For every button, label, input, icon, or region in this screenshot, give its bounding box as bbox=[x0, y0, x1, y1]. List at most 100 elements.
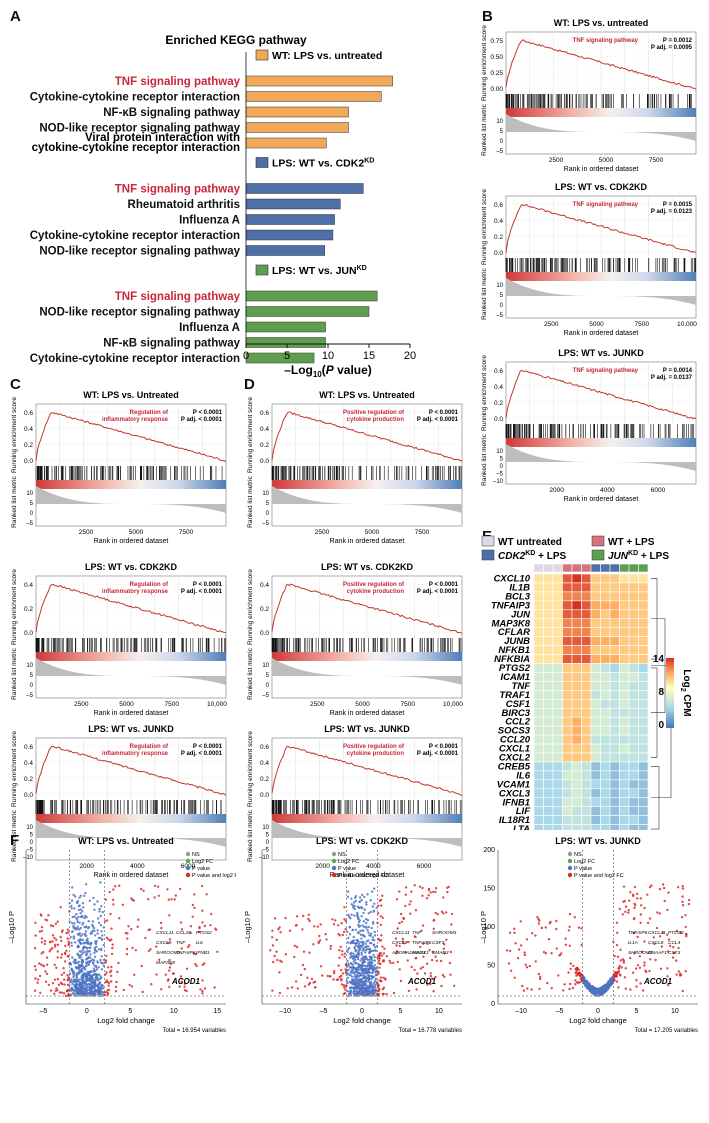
volcano-point bbox=[59, 935, 62, 939]
volcano-point bbox=[368, 941, 372, 945]
volcano-point bbox=[612, 940, 615, 943]
heatmap-cell bbox=[552, 654, 563, 664]
volcano-point bbox=[375, 967, 378, 970]
volcano-point bbox=[114, 990, 118, 993]
heatmap-cell bbox=[552, 725, 563, 736]
heatmap-cell bbox=[533, 815, 544, 825]
heatmap-cell bbox=[628, 806, 639, 816]
heatmap-cell bbox=[571, 618, 582, 628]
legend-dot bbox=[185, 865, 191, 871]
legend-label: Log2 FC bbox=[338, 859, 359, 865]
bar bbox=[245, 91, 382, 102]
pathway-label: Regulation of bbox=[130, 744, 169, 750]
volcano-point bbox=[436, 913, 439, 916]
volcano-point bbox=[365, 903, 368, 906]
heatmap-cell bbox=[590, 788, 601, 799]
volcano-point bbox=[346, 895, 350, 899]
pathway-label: TNF signaling pathway bbox=[573, 38, 639, 44]
volcano-point bbox=[358, 989, 362, 992]
pathway-label: Positive regulation of bbox=[343, 410, 405, 416]
volcano-point bbox=[92, 967, 96, 970]
volcano-point bbox=[365, 901, 368, 904]
volcano-point bbox=[147, 949, 151, 953]
metric-tick-label: 5 bbox=[266, 501, 270, 507]
heatmap-cell bbox=[619, 725, 630, 736]
volcano-point bbox=[568, 982, 572, 986]
volcano-point bbox=[354, 896, 357, 900]
volcano-point bbox=[36, 981, 39, 984]
volcano-point bbox=[72, 937, 76, 940]
volcano-point bbox=[374, 974, 378, 977]
heatmap-cell bbox=[533, 600, 544, 611]
volcano-point bbox=[194, 962, 197, 966]
pathway-label: Positive regulation of bbox=[343, 744, 405, 750]
volcano-point bbox=[658, 935, 662, 938]
volcano-point bbox=[107, 988, 111, 992]
heatmap-cell bbox=[552, 716, 563, 727]
gsea-plot-b1: WT: LPS vs. untreated0.750.500.250.00TNF… bbox=[481, 18, 697, 173]
volcano-point bbox=[307, 983, 311, 986]
volcano-point bbox=[168, 969, 171, 972]
volcano-point bbox=[84, 976, 88, 979]
volcano-point bbox=[84, 933, 87, 937]
gene-label: CXCL1 bbox=[499, 744, 530, 755]
volcano-point bbox=[382, 952, 386, 955]
volcano-point bbox=[131, 946, 134, 950]
volcano-point bbox=[170, 898, 173, 901]
volcano-point bbox=[107, 938, 110, 941]
volcano-point bbox=[661, 931, 664, 934]
heatmap-cell bbox=[543, 654, 554, 664]
volcano-point bbox=[121, 903, 125, 906]
legend-dot bbox=[567, 872, 573, 878]
volcano-point bbox=[549, 920, 552, 924]
metric-tick-label: 10 bbox=[496, 119, 503, 125]
volcano-point bbox=[99, 914, 103, 918]
volcano-point bbox=[567, 971, 570, 974]
volcano-point bbox=[381, 894, 384, 897]
volcano-point bbox=[95, 940, 98, 943]
metric-tick-label: 5 bbox=[30, 501, 34, 507]
volcano-point bbox=[615, 943, 619, 947]
heatmap-cell bbox=[562, 645, 573, 655]
volcano-point bbox=[369, 964, 372, 967]
volcano-point bbox=[102, 926, 106, 929]
volcano-point bbox=[64, 994, 68, 997]
volcano-point bbox=[425, 897, 429, 900]
volcano-point bbox=[666, 967, 669, 970]
p-value: P < 0.0001 bbox=[193, 410, 223, 416]
heatmap-cell bbox=[543, 743, 554, 754]
volcano-point bbox=[365, 940, 368, 943]
volcano-point bbox=[513, 927, 516, 930]
volcano-point bbox=[588, 982, 591, 985]
volcano-point bbox=[395, 898, 399, 901]
volcano-point bbox=[122, 988, 126, 992]
volcano-point bbox=[355, 944, 358, 947]
heatmap-cell bbox=[562, 734, 573, 745]
pathway-label: cytokine production bbox=[347, 589, 405, 595]
volcano-point bbox=[72, 975, 75, 979]
volcano-point bbox=[680, 916, 684, 919]
volcano-point bbox=[96, 979, 100, 982]
volcano-point bbox=[377, 959, 381, 963]
heatmap-cell bbox=[628, 761, 639, 772]
legend-label: P value and log2 FC bbox=[192, 873, 236, 879]
p-adj: P adj. < 0.0001 bbox=[181, 589, 223, 595]
p-value: P < 0.0001 bbox=[429, 410, 459, 416]
y-tick-label: 0.6 bbox=[24, 744, 33, 751]
volcano-point bbox=[74, 986, 77, 989]
heatmap-cell bbox=[562, 752, 573, 763]
volcano-point bbox=[174, 894, 177, 897]
heatmap-cell bbox=[581, 636, 592, 646]
volcano-point bbox=[83, 946, 87, 949]
x-tick-label: 10 bbox=[170, 1008, 178, 1015]
volcano-point bbox=[594, 992, 597, 996]
legend-label: NS bbox=[192, 852, 200, 858]
panel-label-a: A bbox=[10, 8, 21, 25]
heatmap-cell bbox=[600, 734, 611, 745]
heatmap-cell bbox=[638, 806, 649, 816]
volcano-point bbox=[344, 971, 348, 974]
volcano-point bbox=[83, 987, 87, 990]
gene-annotation: SHROOM3 bbox=[628, 950, 653, 956]
volcano-point bbox=[618, 907, 621, 911]
volcano-point bbox=[93, 903, 96, 906]
